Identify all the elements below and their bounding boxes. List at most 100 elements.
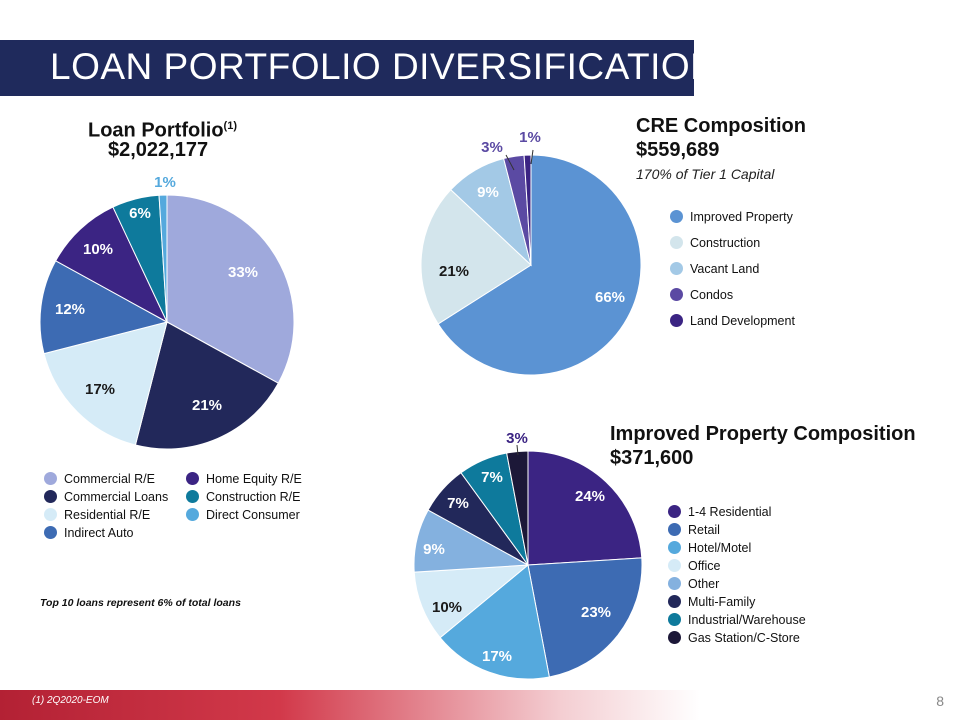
improved-property-data-label-6: 7%	[481, 469, 503, 486]
improved-property-legend-item: Industrial/Warehouse	[668, 611, 806, 629]
improved-property-legend-label: Retail	[688, 523, 720, 537]
improved-property-slice-2	[439, 564, 550, 680]
cre-legend-item: Construction	[670, 234, 760, 252]
loan-portfolio-legend-item: Residential R/E	[44, 506, 150, 524]
improved-property-legend-label: Office	[688, 559, 721, 573]
loan-portfolio-slice-0	[166, 194, 295, 384]
loan-portfolio-legend-swatch	[44, 490, 57, 503]
loan-portfolio-total: $2,022,177	[108, 139, 209, 161]
improved-property-data-label-0: 24%	[575, 488, 605, 505]
cre-legend-label: Construction	[690, 236, 761, 250]
cre-data-label-3: 3%	[481, 139, 503, 156]
loan-portfolio-legend-swatch	[186, 490, 199, 503]
loan-portfolio-slice-1	[134, 321, 279, 450]
improved-property-title: Improved Property Composition	[610, 423, 916, 445]
loan-portfolio-title-text: Loan Portfolio	[88, 119, 224, 142]
loan-portfolio-legend-swatch	[186, 472, 199, 485]
cre-legend-swatch	[670, 236, 683, 249]
loan-portfolio-legend-label: Direct Consumer	[206, 508, 300, 522]
improved-property-legend-swatch	[668, 541, 681, 554]
cre-data-label-2: 9%	[477, 184, 499, 201]
loan-portfolio-legend-swatch	[44, 508, 57, 521]
cre-legend-swatch	[670, 262, 683, 275]
loan-portfolio-legend-swatch	[44, 526, 57, 539]
improved-property-legend-label: Other	[688, 577, 720, 591]
improved-property-data-label-5: 7%	[447, 495, 469, 512]
improved-property-slice-0	[527, 450, 643, 566]
cre-slice-0	[437, 154, 642, 376]
improved-property-legend-item: Multi-Family	[668, 593, 755, 611]
loan-portfolio-slice-3	[39, 260, 169, 355]
improved-property-legend-swatch	[668, 613, 681, 626]
improved-property-legend-label: Hotel/Motel	[688, 541, 752, 555]
loan-portfolio-legend-swatch	[44, 472, 57, 485]
improved-property-legend-item: Other	[668, 575, 719, 593]
improved-property-legend-item: Hotel/Motel	[668, 539, 751, 557]
loan-portfolio-title: Loan Portfolio(1)	[88, 114, 237, 143]
loan-portfolio-legend-label: Home Equity R/E	[206, 472, 302, 486]
title-bar	[0, 40, 694, 96]
cre-capital-caption: 170% of Tier 1 Capital	[636, 166, 775, 182]
cre-legend-label: Vacant Land	[690, 262, 760, 276]
cre-slice-4	[523, 154, 532, 266]
improved-property-legend-label: 1-4 Residential	[688, 505, 772, 519]
cre-legend-swatch	[670, 210, 683, 223]
loan-portfolio-legend-item: Indirect Auto	[44, 524, 134, 542]
loan-portfolio-data-label-6: 1%	[154, 174, 176, 191]
loan-portfolio-legend-item: Commercial Loans	[44, 488, 168, 506]
improved-property-legend-item: Retail	[668, 521, 720, 539]
improved-property-legend-label: Gas Station/C-Store	[688, 631, 800, 645]
cre-composition-title: CRE Composition	[636, 115, 806, 137]
improved-property-slice-3	[413, 564, 530, 639]
page-title: LOAN PORTFOLIO DIVERSIFICATION	[50, 46, 718, 87]
cre-legend-swatch	[670, 288, 683, 301]
improved-property-total: $371,600	[610, 447, 694, 469]
footnote: (1) 2Q2020-EOM	[32, 695, 109, 706]
loan-portfolio-data-label-0: 33%	[228, 264, 258, 281]
improved-property-data-label-4: 9%	[423, 541, 445, 558]
loan-portfolio-legend-item: Commercial R/E	[44, 470, 155, 488]
loan-portfolio-legend-label: Commercial Loans	[64, 490, 169, 504]
cre-legend-item: Condos	[670, 286, 733, 304]
improved-property-legend-item: 1-4 Residential	[668, 503, 771, 521]
improved-property-legend-item: Office	[668, 557, 720, 575]
cre-legend-item: Vacant Land	[670, 260, 759, 278]
loan-portfolio-data-label-3: 12%	[55, 301, 85, 318]
loan-portfolio-legend-item: Direct Consumer	[186, 506, 300, 524]
improved-property-legend-swatch	[668, 559, 681, 572]
cre-legend-label: Land Development	[690, 314, 795, 328]
improved-property-legend-item: Gas Station/C-Store	[668, 629, 800, 647]
improved-property-leader-line-0	[516, 444, 519, 456]
cre-data-label-0: 66%	[595, 289, 625, 306]
cre-data-label-1: 21%	[439, 263, 469, 280]
loan-portfolio-slice-6	[158, 194, 168, 323]
loan-portfolio-footnote-marker: (1)	[223, 120, 237, 132]
cre-legend-item: Improved Property	[670, 208, 793, 226]
footer-strip	[0, 690, 700, 720]
cre-legend-label: Condos	[690, 288, 734, 302]
improved-property-legend-label: Multi-Family	[688, 595, 756, 609]
loan-portfolio-data-label-5: 6%	[129, 205, 151, 222]
improved-property-legend-label: Industrial/Warehouse	[688, 613, 806, 627]
loan-portfolio-legend-item: Construction R/E	[186, 488, 300, 506]
loan-portfolio-data-label-2: 17%	[85, 381, 115, 398]
loan-portfolio-legend-swatch	[186, 508, 199, 521]
improved-property-data-label-1: 23%	[581, 604, 611, 621]
improved-property-legend-swatch	[668, 631, 681, 644]
improved-property-legend-swatch	[668, 505, 681, 518]
improved-property-data-label-3: 10%	[432, 599, 462, 616]
cre-legend-item: Land Development	[670, 312, 795, 330]
loan-portfolio-slice-2	[43, 321, 168, 446]
improved-property-data-label-7: 3%	[506, 430, 528, 447]
improved-property-legend-swatch	[668, 595, 681, 608]
loan-portfolio-legend-label: Indirect Auto	[64, 526, 134, 540]
cre-legend-label: Improved Property	[690, 210, 793, 224]
page-number: 8	[936, 693, 944, 709]
improved-property-legend-swatch	[668, 523, 681, 536]
improved-property-data-label-2: 17%	[482, 648, 512, 665]
cre-leader-line-1	[530, 149, 534, 165]
loan-portfolio-legend-label: Commercial R/E	[64, 472, 155, 486]
top-loans-note: Top 10 loans represent 6% of total loans	[40, 597, 241, 609]
cre-legend-swatch	[670, 314, 683, 327]
